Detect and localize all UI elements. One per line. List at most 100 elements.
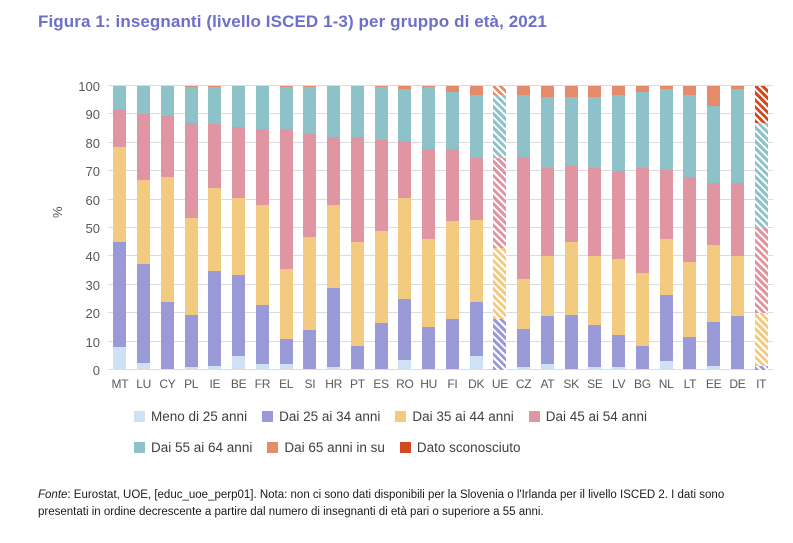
segment-LV-dai-55-ai-64-anni xyxy=(612,94,626,172)
segment-UE-dai-25-ai-34-anni xyxy=(493,318,507,370)
x-tick-FR: FR xyxy=(254,377,271,391)
segment-CZ-meno-di-25-anni xyxy=(517,367,531,370)
segment-EL-dai-65-anni-in-su xyxy=(279,86,293,88)
segment-HR-dai-25-ai-34-anni xyxy=(327,287,341,368)
column-ES: ES xyxy=(369,86,393,391)
segment-MT-meno-di-25-anni xyxy=(113,347,127,370)
segment-RO-dai-65-anni-in-su xyxy=(398,86,412,89)
segment-FI-dai-45-ai-54-anni xyxy=(445,148,459,221)
segment-FI-dai-55-ai-64-anni xyxy=(445,91,459,149)
bars-container: MT LU CY PL IE BE FR EL SI HR PT ES RO HU FI DK UE CZ AT SK… xyxy=(108,86,773,391)
segment-PT-dai-25-ai-34-anni xyxy=(350,345,364,369)
x-tick-EE: EE xyxy=(705,377,722,391)
segment-DE-dai-55-ai-64-anni xyxy=(730,88,744,183)
segment-FR-dai-55-ai-64-anni xyxy=(255,86,269,129)
column-SK: SK xyxy=(559,86,583,391)
segment-ES-meno-di-25-anni xyxy=(374,368,388,370)
segment-EE-dai-45-ai-54-anni xyxy=(707,182,721,246)
segment-EL-dai-55-ai-64-anni xyxy=(279,87,293,129)
gridline-0 xyxy=(108,369,773,370)
segment-CY-dai-35-ai-44-anni xyxy=(160,176,174,302)
segment-HU-dai-45-ai-54-anni xyxy=(422,148,436,240)
segment-UE-dai-65-anni-in-su xyxy=(493,86,507,95)
legend-label: Dai 65 anni in su xyxy=(284,440,385,455)
x-tick-AT: AT xyxy=(540,377,555,391)
segment-EL-meno-di-25-anni xyxy=(279,364,293,370)
segment-CZ-dai-65-anni-in-su xyxy=(517,86,531,95)
segment-PT-dai-55-ai-64-anni xyxy=(350,86,364,138)
column-PL: PL xyxy=(179,86,203,391)
legend-item-meno-di-25-anni: Meno di 25 anni xyxy=(134,409,247,424)
gridline-60 xyxy=(108,198,773,200)
bar-MT xyxy=(113,86,127,370)
segment-DE-dai-65-anni-in-su xyxy=(730,86,744,89)
y-tick-70: 70 xyxy=(85,164,100,180)
y-tick-50: 50 xyxy=(85,221,100,236)
gridline-50 xyxy=(108,227,773,228)
segment-CY-meno-di-25-anni xyxy=(160,368,174,370)
column-BG: BG xyxy=(631,86,655,391)
segment-LV-meno-di-25-anni xyxy=(612,367,626,370)
segment-NL-dai-45-ai-54-anni xyxy=(659,169,673,240)
bar-DE xyxy=(730,86,744,370)
column-BE: BE xyxy=(227,86,251,391)
segment-IT-dai-55-ai-64-anni xyxy=(754,122,768,229)
segment-CZ-dai-25-ai-34-anni xyxy=(517,328,531,368)
footer-source-label: Fonte xyxy=(38,489,68,501)
bar-IE xyxy=(208,86,222,370)
segment-PT-meno-di-25-anni xyxy=(350,368,364,370)
segment-ES-dai-65-anni-in-su xyxy=(374,86,388,88)
gridline-10 xyxy=(108,340,773,342)
segment-SI-dai-35-ai-44-anni xyxy=(303,236,317,331)
x-tick-ES: ES xyxy=(373,377,389,391)
segment-AT-dai-55-ai-64-anni xyxy=(540,97,554,169)
legend-swatch-icon xyxy=(134,411,145,422)
y-tick-100: 100 xyxy=(78,79,100,94)
segment-RO-dai-45-ai-54-anni xyxy=(398,141,412,199)
bar-BG xyxy=(635,86,649,370)
x-tick-UE: UE xyxy=(491,377,508,391)
segment-FR-dai-25-ai-34-anni xyxy=(255,304,269,365)
bar-FR xyxy=(255,86,269,370)
column-DK: DK xyxy=(464,86,488,391)
segment-PL-dai-55-ai-64-anni xyxy=(184,87,198,123)
segment-IE-dai-35-ai-44-anni xyxy=(208,188,222,271)
segment-FI-dai-35-ai-44-anni xyxy=(445,220,459,319)
segment-SK-dai-35-ai-44-anni xyxy=(564,242,578,315)
x-tick-EL: EL xyxy=(279,377,294,391)
gridline-70 xyxy=(108,170,773,172)
segment-SE-dai-65-anni-in-su xyxy=(588,86,602,98)
x-tick-CY: CY xyxy=(159,377,176,391)
bar-BE xyxy=(232,86,246,370)
x-tick-PT: PT xyxy=(350,377,365,391)
bar-IT xyxy=(754,86,768,370)
segment-BG-dai-45-ai-54-anni xyxy=(635,168,649,274)
segment-FI-dai-25-ai-34-anni xyxy=(445,318,459,369)
gridline-30 xyxy=(108,283,773,285)
segment-SK-meno-di-25-anni xyxy=(564,368,578,370)
column-HR: HR xyxy=(322,86,346,391)
segment-ES-dai-35-ai-44-anni xyxy=(374,230,388,324)
legend-item-dai-45-ai-54-anni: Dai 45 ai 54 anni xyxy=(528,409,647,424)
segment-PL-dai-45-ai-54-anni xyxy=(184,122,198,219)
segment-EE-dai-25-ai-34-anni xyxy=(707,321,721,366)
segment-IE-dai-65-anni-in-su xyxy=(208,86,222,88)
y-tick-90: 90 xyxy=(85,107,100,123)
footer-note: Fonte: Eurostat, UOE, [educ_uoe_perp01].… xyxy=(38,487,775,522)
column-CY: CY xyxy=(156,86,180,391)
legend-swatch-icon xyxy=(267,442,279,453)
x-tick-SE: SE xyxy=(587,377,603,391)
segment-LV-dai-45-ai-54-anni xyxy=(612,171,626,260)
gridline-90 xyxy=(108,113,773,115)
legend-item-dato-sconosciuto: Dato sconosciuto xyxy=(399,440,520,455)
segment-DK-dai-35-ai-44-anni xyxy=(469,219,483,302)
segment-LT-meno-di-25-anni xyxy=(683,368,697,370)
legend-row-2: Dai 55 ai 64 anni Dai 65 anni in su Dato s… xyxy=(134,440,520,455)
segment-FR-meno-di-25-anni xyxy=(255,364,269,370)
segment-BE-dai-35-ai-44-anni xyxy=(232,198,246,275)
x-tick-DE: DE xyxy=(729,377,746,391)
legend-swatch-icon xyxy=(395,411,407,422)
y-tick-30: 30 xyxy=(85,277,100,293)
segment-IT-dai-25-ai-34-anni xyxy=(754,365,768,370)
segment-DE-dai-35-ai-44-anni xyxy=(730,256,744,317)
